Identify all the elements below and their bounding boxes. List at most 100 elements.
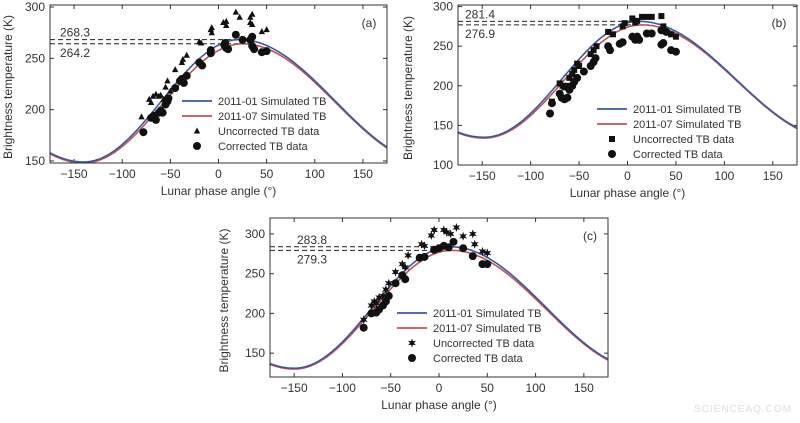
corrected-tb-point	[548, 99, 556, 107]
corrected-tb-point	[248, 33, 256, 41]
uncorrected-tb-point	[233, 9, 239, 15]
uncorrected-tb-point	[453, 223, 461, 232]
corrected-tb-point	[239, 36, 247, 44]
corrected-tb-point	[164, 94, 172, 102]
simulated-tb-line	[458, 25, 797, 138]
y-tick-label: 150	[433, 118, 453, 132]
corrected-tb-point	[483, 260, 491, 268]
legend-label: 2011-01 Simulated TB	[218, 96, 326, 108]
corrected-tb-point	[207, 46, 215, 54]
corrected-tb-point	[606, 46, 614, 54]
uncorrected-tb-point	[249, 11, 255, 17]
axes-box	[458, 5, 797, 165]
uncorrected-tb-point	[164, 77, 170, 83]
uncorrected-tb-point	[610, 31, 616, 37]
x-tick-label: 100	[305, 167, 325, 181]
y-tick-label: 150	[25, 154, 45, 168]
uncorrected-tb-point	[658, 13, 664, 19]
corrected-tb-point	[180, 79, 188, 87]
x-tick-label: 50	[481, 381, 495, 395]
y-tick-label: 100	[433, 158, 453, 172]
x-tick-label: −50	[569, 169, 590, 183]
y-tick-label: 150	[245, 346, 265, 360]
corrected-tb-point	[171, 84, 179, 92]
peak-annotation: 268.3	[60, 26, 90, 40]
uncorrected-tb-point	[471, 240, 479, 249]
y-tick-label: 200	[245, 306, 265, 320]
uncorrected-tb-point	[162, 84, 168, 90]
y-tick-label: 300	[245, 227, 265, 241]
corrected-tb-point	[232, 31, 240, 39]
x-tick-label: 0	[215, 167, 222, 181]
corrected-tb-point	[224, 45, 232, 53]
simulated-tb-line	[458, 21, 797, 137]
peak-annotation: 281.4	[465, 7, 495, 21]
uncorrected-tb-point	[138, 113, 144, 119]
legend-label: 2011-01 Simulated TB	[633, 104, 741, 116]
corrected-tb-point	[573, 74, 581, 82]
y-tick-label: 200	[25, 103, 45, 117]
corrected-tb-point	[152, 116, 160, 124]
legend-marker-swatch	[609, 136, 615, 142]
legend-marker-swatch	[408, 339, 416, 348]
x-tick-label: −150	[281, 381, 308, 395]
x-tick-label: 0	[436, 381, 443, 395]
uncorrected-tb-point	[594, 43, 600, 49]
x-tick-label: 0	[624, 169, 631, 183]
uncorrected-tb-point	[404, 251, 412, 260]
corrected-tb-point	[662, 28, 670, 36]
corrected-tb-point	[672, 48, 680, 56]
peak-annotation: 264.2	[60, 46, 90, 60]
plot-area	[50, 9, 387, 163]
peak-annotation: 279.3	[297, 252, 327, 266]
corrected-tb-point	[563, 94, 571, 102]
uncorrected-tb-point	[622, 20, 628, 26]
corrected-tb-point	[198, 62, 206, 70]
x-tick-label: 150	[763, 169, 783, 183]
uncorrected-tb-point	[673, 34, 679, 40]
y-tick-label: 200	[433, 79, 453, 93]
uncorrected-tb-point	[576, 63, 582, 69]
plot-area	[458, 13, 797, 138]
corrected-tb-point	[401, 275, 409, 283]
x-tick-label: −150	[469, 169, 496, 183]
watermark: SCIENCEAQ.COM	[694, 404, 792, 415]
legend-marker-swatch	[608, 150, 616, 158]
corrected-tb-point	[250, 45, 258, 53]
corrected-tb-point	[421, 253, 429, 261]
uncorrected-tb-point	[649, 14, 655, 20]
corrected-tb-point	[459, 244, 467, 252]
peak-annotation: 283.8	[297, 233, 327, 247]
x-axis-label: Lunar phase angle (°)	[570, 186, 686, 200]
corrected-tb-point	[580, 68, 588, 76]
legend-marker-swatch	[194, 128, 200, 134]
y-axis-label: Brightness temperature (K)	[1, 15, 15, 159]
corrected-tb-point	[360, 324, 368, 332]
corrected-tb-point	[139, 128, 147, 136]
uncorrected-tb-point	[469, 229, 477, 238]
y-tick-label: 300	[25, 0, 45, 14]
corrected-tb-point	[659, 39, 667, 47]
legend-label: Corrected TB data	[433, 353, 524, 365]
uncorrected-tb-point	[172, 66, 178, 72]
legend-label: Corrected TB data	[633, 149, 724, 161]
corrected-tb-point	[592, 54, 600, 62]
x-tick-label: 50	[669, 169, 683, 183]
legend-marker-swatch	[408, 354, 416, 362]
corrected-tb-point	[469, 252, 477, 260]
uncorrected-tb-point	[392, 268, 400, 277]
y-tick-label: 250	[245, 267, 265, 281]
corrected-tb-point	[619, 38, 627, 46]
x-tick-label: −50	[160, 167, 181, 181]
corrected-tb-point	[449, 238, 457, 246]
uncorrected-tb-point	[236, 14, 242, 20]
corrected-tb-point	[183, 72, 191, 80]
legend-label: 2011-01 Simulated TB	[433, 308, 541, 320]
y-tick-label: 250	[25, 51, 45, 65]
